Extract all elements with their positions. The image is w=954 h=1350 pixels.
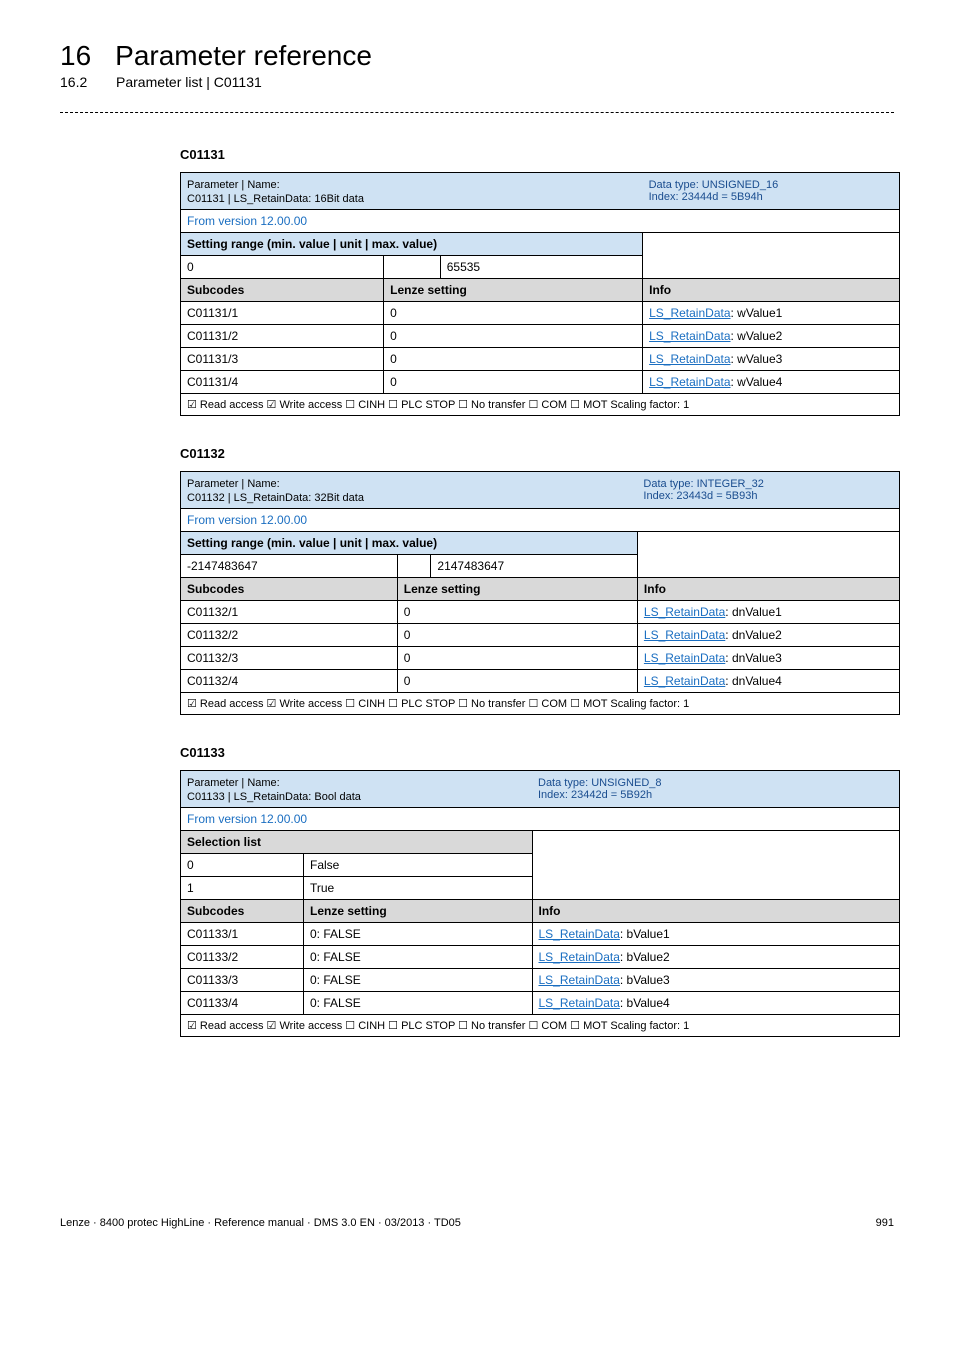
retaindata-link[interactable]: LS_RetainData (539, 927, 620, 941)
param-name-label: Parameter | Name: (187, 777, 280, 789)
range-max: 65535 (440, 256, 642, 279)
table-row: C01132/20LS_RetainData: dnValue2 (181, 624, 900, 647)
chapter-number: 16 (60, 40, 91, 72)
info-hdr: Info (532, 900, 900, 923)
param-datatype: Data type: UNSIGNED_8 (538, 777, 662, 789)
subcodes-hdr: Subcodes (181, 578, 398, 601)
param-index: Index: 23443d = 5B93h (643, 490, 757, 502)
param-footer: ☑ Read access ☑ Write access ☐ CINH ☐ PL… (181, 394, 900, 416)
retaindata-link[interactable]: LS_RetainData (539, 996, 620, 1010)
param-index: Index: 23444d = 5B94h (649, 191, 763, 203)
param-index: Index: 23442d = 5B92h (538, 789, 652, 801)
param-block-c01132: C01132 Parameter | Name: C01132 | LS_Ret… (180, 446, 894, 715)
param-table-c01131: Parameter | Name: C01131 | LS_RetainData… (180, 172, 900, 416)
range-min: 0 (181, 256, 384, 279)
retaindata-link[interactable]: LS_RetainData (649, 375, 730, 389)
range-max: 2147483647 (431, 555, 638, 578)
param-footer: ☑ Read access ☑ Write access ☐ CINH ☐ PL… (181, 693, 900, 715)
table-row: C01131/30LS_RetainData: wValue3 (181, 348, 900, 371)
param-footer: ☑ Read access ☑ Write access ☐ CINH ☐ PL… (181, 1015, 900, 1037)
table-row: C01133/20: FALSELS_RetainData: bValue2 (181, 946, 900, 969)
range-label: Setting range (min. value | unit | max. … (187, 237, 437, 251)
retaindata-link[interactable]: LS_RetainData (539, 950, 620, 964)
info-hdr: Info (643, 279, 900, 302)
param-datatype: Data type: UNSIGNED_16 (649, 179, 779, 191)
param-name-label: Parameter | Name: (187, 478, 280, 490)
retaindata-link[interactable]: LS_RetainData (644, 628, 725, 642)
param-block-c01131: C01131 Parameter | Name: C01131 | LS_Ret… (180, 147, 894, 416)
footer-page-number: 991 (876, 1217, 894, 1229)
param-table-c01132: Parameter | Name: C01132 | LS_RetainData… (180, 471, 900, 715)
subchapter-title: Parameter list | C01131 (116, 74, 262, 90)
param-code: C01131 (180, 147, 894, 162)
chapter-title: Parameter reference (115, 40, 372, 72)
lenze-hdr: Lenze setting (384, 279, 643, 302)
retaindata-link[interactable]: LS_RetainData (539, 973, 620, 987)
param-version: From version 12.00.00 (187, 812, 307, 826)
selection-list-label: Selection list (181, 831, 533, 854)
param-name: C01132 | LS_RetainData: 32Bit data (187, 492, 364, 504)
table-row: C01131/40LS_RetainData: wValue4 (181, 371, 900, 394)
param-version: From version 12.00.00 (187, 513, 307, 527)
retaindata-link[interactable]: LS_RetainData (644, 674, 725, 688)
param-version: From version 12.00.00 (187, 214, 307, 228)
chapter-header: 16 Parameter reference (60, 40, 894, 72)
lenze-hdr: Lenze setting (397, 578, 637, 601)
param-table-c01133: Parameter | Name: C01133 | LS_RetainData… (180, 770, 900, 1037)
param-code: C01132 (180, 446, 894, 461)
param-block-c01133: C01133 Parameter | Name: C01133 | LS_Ret… (180, 745, 894, 1037)
param-code: C01133 (180, 745, 894, 760)
param-datatype: Data type: INTEGER_32 (643, 478, 763, 490)
retaindata-link[interactable]: LS_RetainData (649, 352, 730, 366)
table-row: C01133/10: FALSELS_RetainData: bValue1 (181, 923, 900, 946)
param-name-label: Parameter | Name: (187, 179, 280, 191)
subchapter-number: 16.2 (60, 74, 92, 90)
table-row: C01133/40: FALSELS_RetainData: bValue4 (181, 992, 900, 1015)
footer-left: Lenze · 8400 protec HighLine · Reference… (60, 1217, 461, 1229)
table-row: C01132/10LS_RetainData: dnValue1 (181, 601, 900, 624)
table-row: C01133/30: FALSELS_RetainData: bValue3 (181, 969, 900, 992)
retaindata-link[interactable]: LS_RetainData (644, 651, 725, 665)
subcodes-hdr: Subcodes (181, 279, 384, 302)
page-footer: Lenze · 8400 protec HighLine · Reference… (60, 1217, 894, 1229)
retaindata-link[interactable]: LS_RetainData (644, 605, 725, 619)
table-row: C01131/10LS_RetainData: wValue1 (181, 302, 900, 325)
range-label: Setting range (min. value | unit | max. … (187, 536, 437, 550)
retaindata-link[interactable]: LS_RetainData (649, 329, 730, 343)
table-row: C01132/40LS_RetainData: dnValue4 (181, 670, 900, 693)
info-hdr: Info (637, 578, 899, 601)
subcodes-hdr: Subcodes (181, 900, 304, 923)
param-name: C01131 | LS_RetainData: 16Bit data (187, 193, 364, 205)
range-min: -2147483647 (181, 555, 398, 578)
lenze-hdr: Lenze setting (304, 900, 533, 923)
divider (60, 112, 894, 113)
table-row: C01131/20LS_RetainData: wValue2 (181, 325, 900, 348)
table-row: C01132/30LS_RetainData: dnValue3 (181, 647, 900, 670)
retaindata-link[interactable]: LS_RetainData (649, 306, 730, 320)
subchapter-header: 16.2 Parameter list | C01131 (60, 74, 894, 90)
param-name: C01133 | LS_RetainData: Bool data (187, 791, 361, 803)
